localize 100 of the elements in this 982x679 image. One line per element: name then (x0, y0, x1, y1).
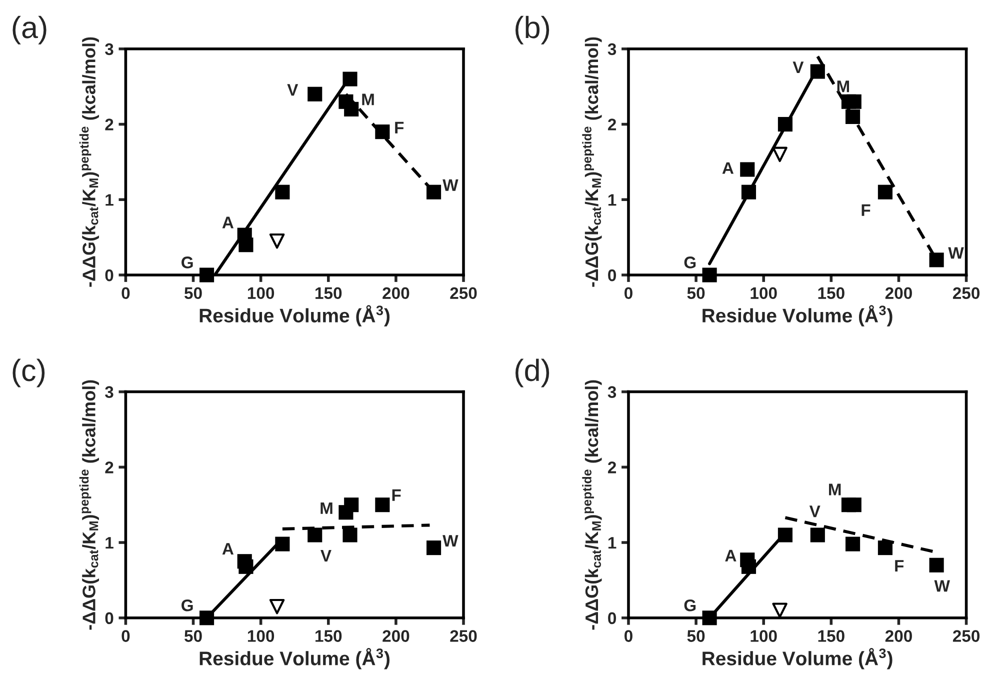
annotation: F (862, 204, 870, 216)
annotation: G (684, 599, 696, 612)
point (846, 498, 862, 512)
x-tick-label: 200 (382, 630, 410, 642)
point (929, 558, 944, 572)
point (702, 610, 717, 626)
x-tick-label: 150 (818, 630, 844, 642)
point (772, 146, 788, 162)
annotation: W (442, 535, 458, 547)
chart-title: (d) (516, 358, 550, 388)
point (878, 184, 892, 200)
x-tick-label: 200 (382, 287, 410, 300)
x-tick-label: 100 (750, 287, 777, 300)
y-tick-label: 0 (105, 269, 114, 282)
y-tick-label: 1 (608, 194, 616, 206)
point (199, 268, 214, 282)
y-tick-label: 3 (608, 386, 616, 398)
point (878, 540, 892, 556)
x-tick-label: 50 (184, 287, 202, 300)
annotation: M (362, 94, 374, 106)
point (846, 109, 860, 124)
y-axis-title: -ΔΔG(k$_{cat}$/K$_{M}$)$^{peptide}$ (kcal/mol) (582, 37, 602, 287)
x-tick-label: 200 (885, 287, 912, 300)
y-axis-title: -ΔΔG(k$_{cat}$/K$_{M}$)$^{peptide}$ (kcal/mol) (79, 37, 99, 287)
annotation: M (320, 502, 332, 514)
annotation: M (837, 80, 849, 92)
point (778, 116, 793, 132)
point (275, 536, 290, 552)
x-tick-label: 150 (316, 630, 342, 642)
chart-title: (a) (12, 16, 46, 44)
x-axis-title: Residue Volume (Å$^{3}$) (200, 648, 390, 670)
point (810, 64, 825, 79)
annotation: W (934, 580, 950, 592)
y-tick-label: 1 (106, 194, 114, 206)
y-tick-label: 2 (105, 462, 114, 474)
y-tick-label: 3 (608, 43, 616, 56)
point (426, 540, 442, 556)
x-tick-label: 250 (952, 287, 980, 300)
x-tick-label: 100 (248, 630, 274, 642)
y-tick-label: 1 (608, 537, 616, 549)
point (846, 536, 860, 552)
x-tick-label: 100 (750, 630, 777, 642)
point (269, 598, 285, 614)
y-tick-label: 1 (106, 537, 114, 549)
point (344, 498, 359, 512)
x-tick-label: 0 (624, 287, 632, 300)
point (810, 528, 825, 542)
y-tick-label: 3 (105, 43, 114, 56)
x-tick-label: 200 (885, 630, 912, 642)
annotation: V (792, 62, 804, 74)
point (778, 528, 793, 542)
x-tick-label: 250 (450, 287, 477, 300)
x-tick-label: 50 (687, 630, 705, 642)
point (741, 184, 756, 200)
point (269, 233, 285, 249)
annotation: F (895, 560, 904, 572)
chart-title: (b) (516, 16, 550, 44)
point (238, 559, 254, 574)
point (308, 528, 322, 542)
annotation: G (182, 599, 193, 612)
point (375, 498, 390, 512)
annotation: F (392, 489, 401, 501)
point (740, 162, 755, 177)
y-tick-label: 3 (105, 386, 114, 398)
annotation: A (722, 162, 734, 174)
point (342, 72, 358, 86)
annotation: A (725, 550, 736, 562)
annotation: V (809, 506, 820, 518)
point (375, 124, 390, 140)
annotation: V (287, 84, 298, 96)
x-axis-title: Residue Volume (Å$^{3}$) (702, 305, 892, 326)
y-tick-label: 0 (608, 612, 616, 624)
annotation: F (395, 122, 404, 134)
point (344, 102, 359, 116)
annotation: G (182, 256, 193, 268)
annotation: G (684, 256, 696, 268)
x-tick-label: 0 (624, 630, 632, 642)
x-axis-title: Residue Volume (Å$^{3}$) (200, 305, 390, 326)
point (275, 184, 290, 200)
y-axis-title: -ΔΔG(k$_{cat}$/K$_{M}$)$^{peptide}$ (kcal/mol) (582, 380, 602, 630)
annotation: A (222, 216, 234, 228)
x-tick-label: 250 (450, 630, 477, 642)
point (342, 528, 358, 542)
x-axis-title: Residue Volume (Å$^{3}$) (702, 648, 892, 670)
point (929, 252, 944, 268)
x-tick-label: 150 (818, 287, 844, 300)
annotation: A (222, 543, 234, 555)
point (199, 610, 214, 626)
y-tick-label: 2 (608, 118, 616, 130)
point (702, 268, 717, 282)
x-tick-label: 50 (687, 287, 705, 300)
x-tick-label: 250 (952, 630, 980, 642)
annotation: W (948, 247, 964, 259)
point (308, 86, 322, 102)
point (426, 184, 442, 200)
x-tick-label: 150 (316, 287, 342, 300)
x-tick-label: 50 (184, 630, 202, 642)
x-tick-label: 0 (122, 287, 130, 300)
y-axis-title: -ΔΔG(k$_{cat}$/K$_{M}$)$^{peptide}$ (kcal/mol) (79, 380, 99, 630)
y-tick-label: 2 (608, 462, 616, 474)
